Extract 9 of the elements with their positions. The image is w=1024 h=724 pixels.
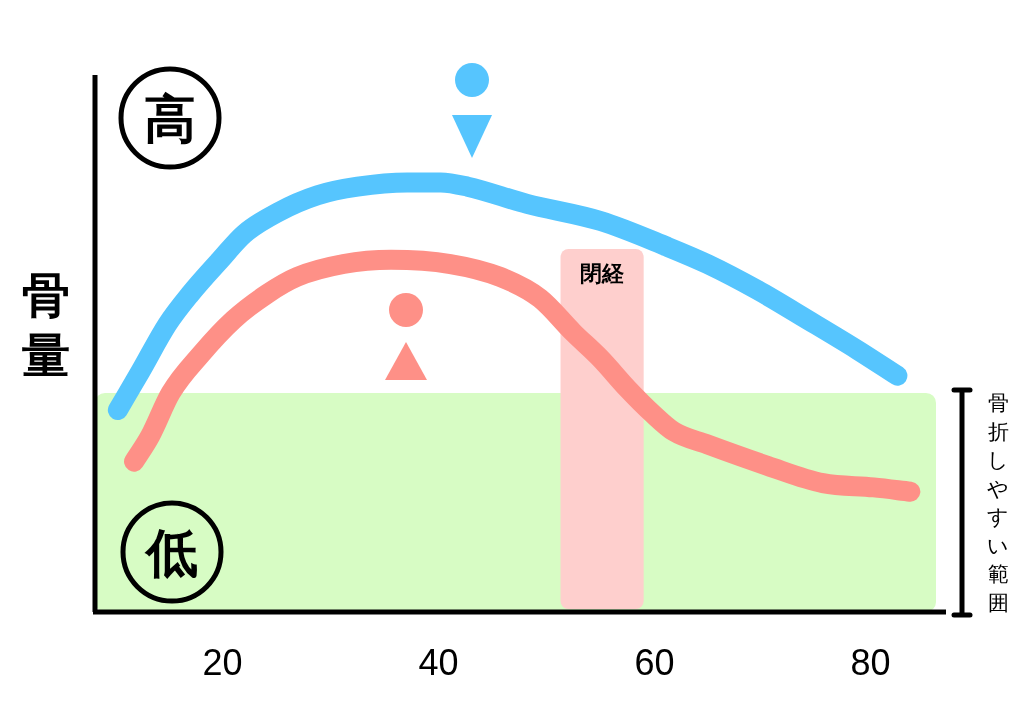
y-axis-title: 骨量 — [22, 269, 70, 383]
x-tick-label: 80 — [850, 642, 891, 683]
band-label: 骨折しやすい範囲 — [987, 391, 1009, 614]
annotation: 低 — [144, 524, 198, 582]
band-label: 閉経 — [580, 260, 625, 286]
x-tick-label: 20 — [202, 642, 243, 683]
text: 高 — [144, 90, 196, 148]
x-tick-label: 40 — [418, 642, 459, 683]
x-tick-label: 60 — [634, 642, 675, 683]
